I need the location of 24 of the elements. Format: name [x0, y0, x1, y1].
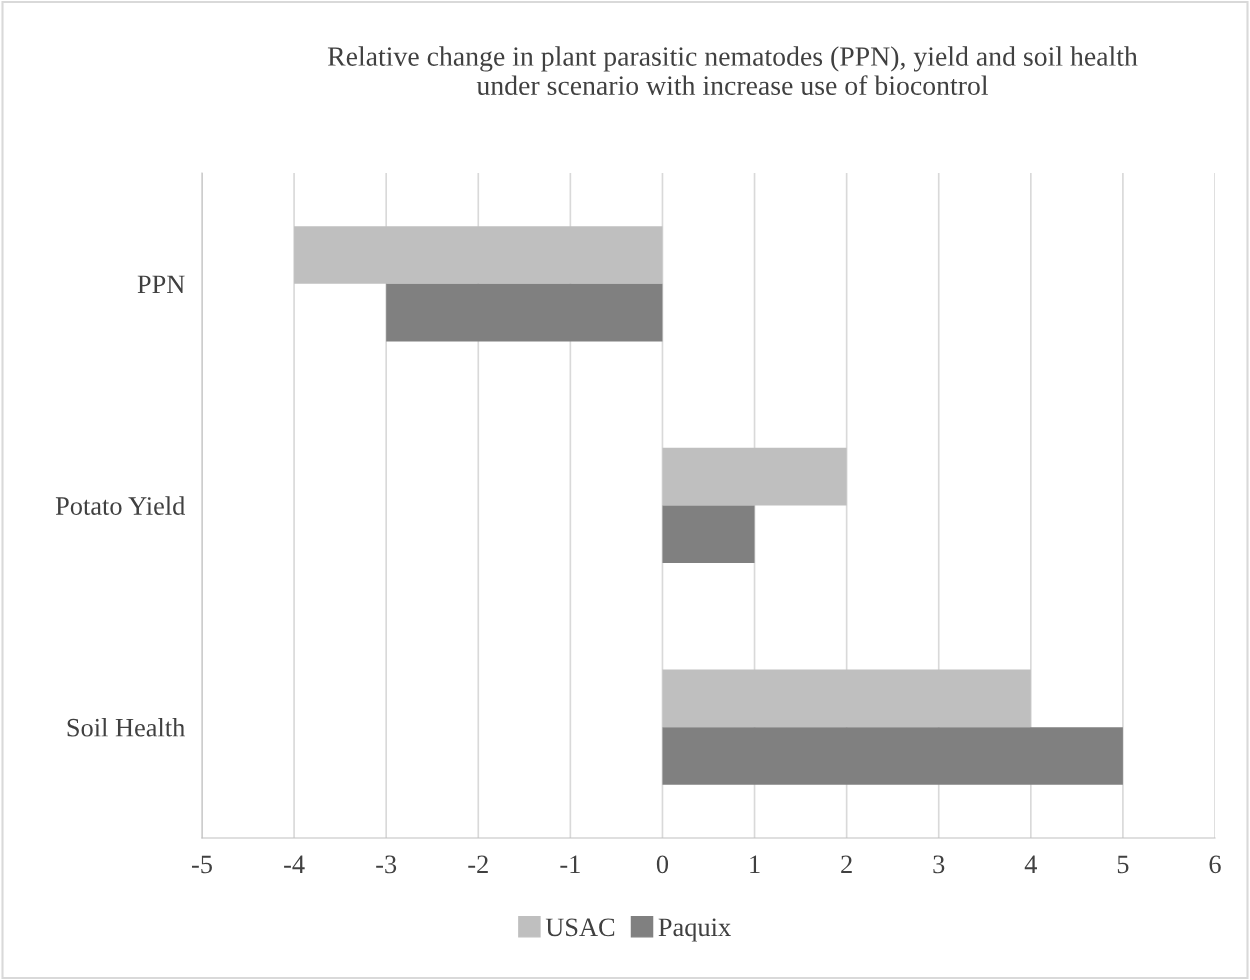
x-tick-label: 4 — [1024, 855, 1037, 873]
legend-label: USAC — [545, 918, 615, 937]
bar — [662, 447, 847, 506]
x-tick-label: -4 — [284, 855, 305, 873]
chart-title: Relative change in plant parasitic nematodes (PPN), yield and soil health under scenario with increase use of biocontrol — [327, 46, 1138, 96]
bar — [662, 505, 755, 564]
x-tick-label: 6 — [1209, 855, 1221, 874]
x-tick-label: 5 — [1117, 855, 1129, 874]
bar — [662, 669, 1031, 728]
legend-label: Paquix — [658, 918, 731, 942]
bar — [294, 226, 663, 284]
x-tick-label: 0 — [656, 855, 669, 874]
x-tick-label: 2 — [841, 855, 852, 873]
x-tick-label: -2 — [468, 855, 488, 873]
x-tick-label: 1 — [750, 855, 760, 873]
x-tick-label: 3 — [933, 855, 945, 874]
x-tick-label: -5 — [191, 855, 212, 874]
x-tick-label: -1 — [560, 855, 580, 873]
bar — [386, 283, 663, 342]
bar — [662, 727, 1123, 785]
y-tick-label: Potato Yield — [55, 496, 186, 515]
x-tick-label: -3 — [376, 855, 397, 874]
y-tick-label: Soil Health — [67, 718, 185, 737]
y-tick-label: PPN — [137, 275, 185, 293]
